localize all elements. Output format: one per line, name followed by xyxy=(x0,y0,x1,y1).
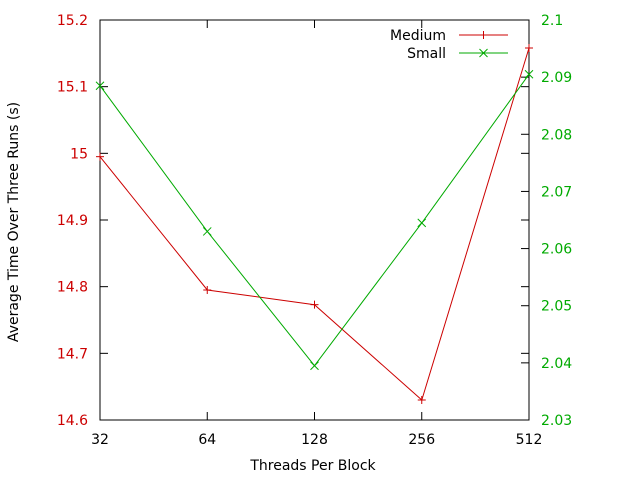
y-axis-title: Average Time Over Three Runs (s) xyxy=(6,102,22,342)
plot-frame xyxy=(99,19,530,421)
left-tick-label: 14.6 xyxy=(57,413,88,429)
legend-marker-small xyxy=(479,48,488,58)
right-tick-label: 2.03 xyxy=(541,413,572,429)
x-axis-title: Threads Per Block xyxy=(249,458,376,474)
x-tick-label: 256 xyxy=(408,432,435,448)
legend: Medium Small xyxy=(390,28,508,62)
x-axis-ticks: 32 64 128 256 512 xyxy=(91,20,542,448)
data-point-small xyxy=(310,361,319,371)
legend-label-small: Small xyxy=(407,46,446,62)
right-axis-ticks: 2.03 2.04 2.05 2.06 2.07 2.08 2.09 2.1 xyxy=(521,13,572,429)
data-point-small xyxy=(524,69,534,79)
legend-label-medium: Medium xyxy=(390,28,446,44)
data-point-small xyxy=(417,218,427,228)
x-tick-label: 128 xyxy=(301,432,328,448)
left-tick-label: 15 xyxy=(70,146,88,162)
left-tick-label: 15.1 xyxy=(57,80,88,96)
left-tick-label: 14.8 xyxy=(57,280,88,296)
x-tick-label: 64 xyxy=(198,432,216,448)
series-layer xyxy=(95,44,534,404)
left-tick-label: 15.2 xyxy=(57,13,88,29)
left-axis-ticks: 14.6 14.7 14.8 14.9 15 15.1 15.2 xyxy=(57,13,529,429)
data-point-small xyxy=(95,81,105,91)
left-tick-label: 14.9 xyxy=(57,213,88,229)
series-line-small xyxy=(99,74,530,367)
data-point-small xyxy=(202,227,212,236)
right-tick-label: 2.07 xyxy=(541,184,572,200)
x-tick-label: 512 xyxy=(516,432,543,448)
right-tick-label: 2.1 xyxy=(541,13,563,29)
right-tick-label: 2.08 xyxy=(541,127,572,143)
right-tick-label: 2.04 xyxy=(541,356,572,372)
right-tick-label: 2.06 xyxy=(541,242,572,258)
right-tick-label: 2.05 xyxy=(541,299,572,315)
right-tick-label: 2.09 xyxy=(541,70,572,86)
left-tick-label: 14.7 xyxy=(57,346,88,362)
x-tick-label: 32 xyxy=(91,432,109,448)
series-line-medium xyxy=(99,47,530,401)
